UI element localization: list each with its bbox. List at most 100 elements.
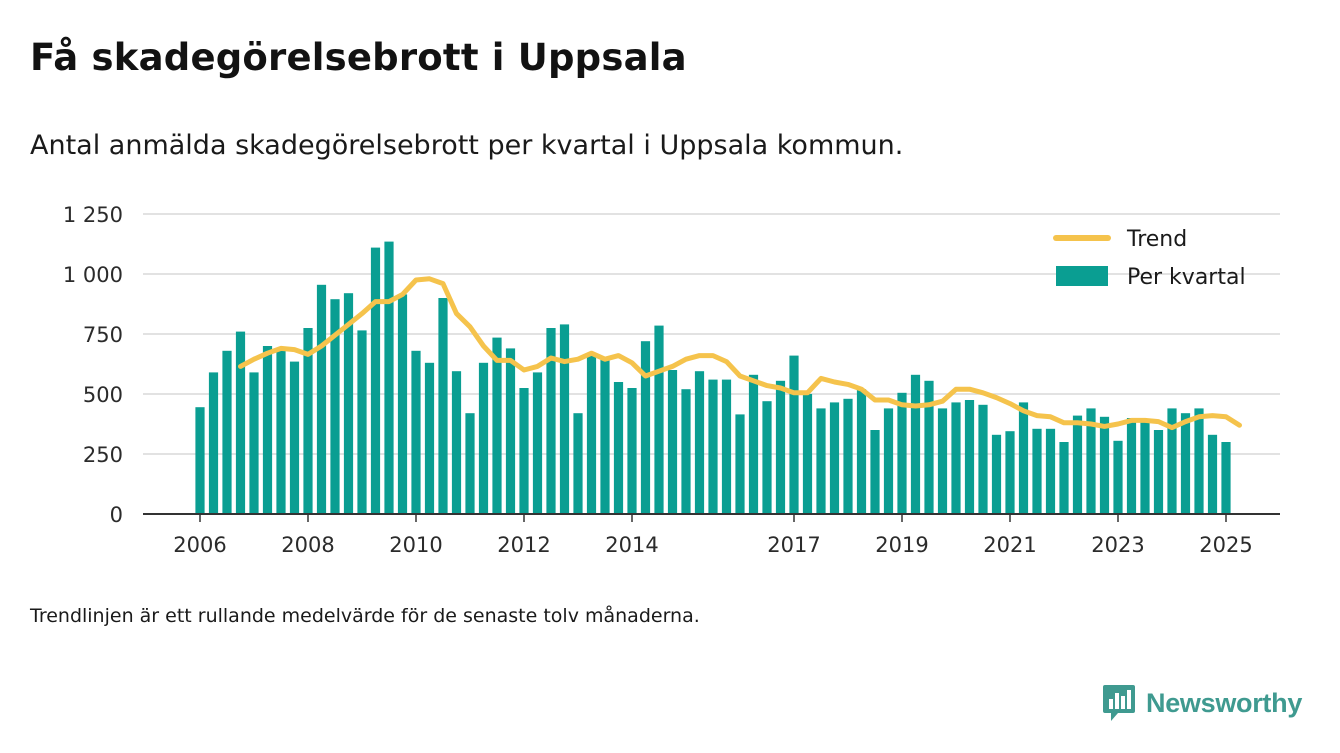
bar <box>654 325 664 514</box>
bar <box>505 348 516 514</box>
bar <box>897 392 907 514</box>
footnote: Trendlinjen är ett rullande medelvärde f… <box>30 605 700 627</box>
bar <box>1005 431 1015 514</box>
bar <box>883 408 894 514</box>
bar <box>613 382 624 514</box>
x-tick-label: 2017 <box>767 533 820 557</box>
legend-bar-label: Per kvartal <box>1127 265 1246 290</box>
bar <box>303 328 313 514</box>
x-tick-label: 2010 <box>389 533 442 557</box>
bar <box>1072 415 1083 514</box>
bar <box>586 355 597 514</box>
bar <box>357 330 367 514</box>
bar <box>1140 421 1150 514</box>
y-tick-label: 750 <box>83 323 123 347</box>
bar <box>424 362 435 514</box>
bar <box>1194 408 1204 514</box>
chart-title: Få skadegörelsebrott i Uppsala <box>30 36 687 79</box>
bar <box>465 413 475 514</box>
bar <box>681 389 691 514</box>
bar <box>249 372 259 514</box>
bar <box>532 372 543 514</box>
y-tick-label: 1 000 <box>63 263 123 287</box>
bar <box>573 413 583 514</box>
legend-trend-label: Trend <box>1126 227 1187 252</box>
bar <box>1207 434 1218 514</box>
bar <box>262 346 273 514</box>
bar <box>208 372 219 514</box>
bar <box>991 434 1002 514</box>
bar <box>627 388 637 514</box>
bar <box>451 371 462 514</box>
bar <box>492 337 502 514</box>
brand-name: Newsworthy <box>1146 687 1303 718</box>
bar <box>195 407 205 514</box>
bar <box>559 324 570 514</box>
y-tick-label: 1 250 <box>63 203 123 227</box>
bar <box>694 371 705 514</box>
bar <box>856 389 867 514</box>
bar <box>721 379 732 514</box>
bar <box>735 414 745 514</box>
chart-subtitle: Antal anmälda skadegörelsebrott per kvar… <box>30 130 904 161</box>
bar <box>1045 428 1056 514</box>
bar <box>708 379 718 514</box>
axes: 0 250 500 750 1 000 1 250 2006 2008 2010 2012 2014… <box>63 203 1280 557</box>
bar <box>316 284 327 514</box>
bar <box>438 298 448 514</box>
bar <box>1059 442 1069 514</box>
bar <box>1086 408 1096 514</box>
bar <box>775 380 786 514</box>
x-tick-label: 2023 <box>1091 533 1144 557</box>
bar <box>330 299 340 514</box>
x-tick-label: 2014 <box>605 533 658 557</box>
trend-line <box>238 276 1242 431</box>
bar <box>289 361 300 514</box>
bar <box>384 241 394 514</box>
bar <box>343 293 354 514</box>
bar <box>397 294 408 514</box>
chart: 0 250 500 750 1 000 1 250 2006 2008 2010 2012 2014… <box>63 203 1280 557</box>
bar <box>667 370 678 514</box>
bar <box>222 350 232 514</box>
bar <box>1032 428 1042 514</box>
bar <box>748 374 759 514</box>
x-tick-label: 2006 <box>173 533 226 557</box>
x-tick-label: 2012 <box>497 533 550 557</box>
bar <box>1018 402 1029 514</box>
bar <box>762 401 772 514</box>
brand-logo: Newsworthy <box>1102 683 1302 723</box>
bar <box>478 362 489 514</box>
x-tick-label: 2025 <box>1199 533 1252 557</box>
bar <box>924 380 934 514</box>
bar <box>276 348 286 514</box>
bar <box>1126 418 1137 514</box>
y-tick-label: 0 <box>110 503 123 527</box>
bar <box>370 247 381 514</box>
bar <box>1099 416 1110 514</box>
legend-bar-swatch <box>1056 266 1108 286</box>
x-tick-label: 2019 <box>875 533 928 557</box>
bar <box>870 430 880 514</box>
x-tick-label: 2021 <box>983 533 1036 557</box>
bar <box>843 398 853 514</box>
bar <box>964 400 975 514</box>
bar <box>978 404 988 514</box>
bar <box>816 408 826 514</box>
bar <box>600 358 610 514</box>
bars <box>195 241 1231 514</box>
newsworthy-logo-icon <box>1103 685 1135 721</box>
bar <box>411 350 421 514</box>
y-tick-label: 250 <box>83 443 123 467</box>
bar <box>546 328 556 514</box>
bar <box>937 408 948 514</box>
bar <box>235 331 246 514</box>
bar <box>910 374 921 514</box>
trend-line-layer <box>238 276 1242 431</box>
x-tick-label: 2008 <box>281 533 334 557</box>
bar <box>1153 430 1164 514</box>
bar <box>1113 440 1123 514</box>
legend: Trend Per kvartal <box>1053 227 1246 290</box>
bar <box>951 402 961 514</box>
bar <box>519 388 529 514</box>
